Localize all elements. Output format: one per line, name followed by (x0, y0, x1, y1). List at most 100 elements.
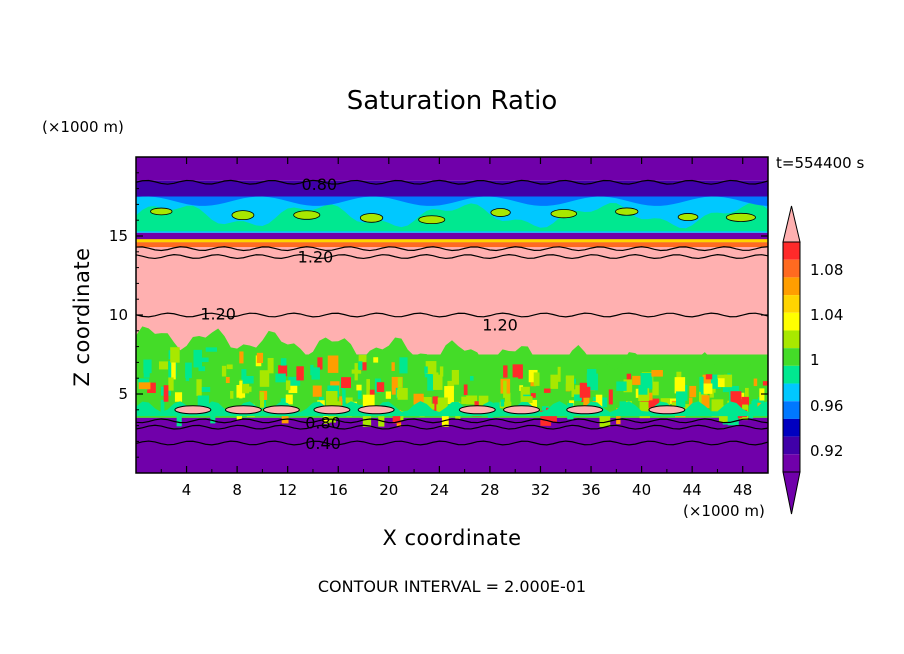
contour-label: 1.20 (482, 315, 518, 334)
turbulence-patch (648, 398, 660, 409)
turbulence-patch (185, 362, 192, 379)
turbulence-patch (439, 366, 444, 377)
colorbar-swatch (783, 383, 800, 402)
turbulence-patch (280, 358, 287, 366)
x-tick-label: 40 (632, 481, 651, 499)
tropopause-fringe-yellow (136, 239, 768, 243)
turbulence-patch (717, 374, 725, 380)
turbulence-patch (312, 385, 322, 397)
x-tick-label: 20 (379, 481, 398, 499)
turbulence-patch (339, 396, 343, 406)
turbulence-patch (651, 370, 663, 377)
turbulence-patch (342, 389, 346, 407)
surface-cap (262, 405, 300, 415)
turbulence-patch (574, 394, 582, 401)
colorbar-swatch (783, 436, 800, 455)
turbulence-patch (242, 383, 250, 394)
turbulence-patch (343, 397, 353, 403)
colorbar-swatch (783, 418, 800, 437)
contour-label: 0.80 (301, 175, 337, 194)
turbulence-patch (326, 391, 338, 409)
moist-cell (490, 208, 511, 217)
turbulence-patch (503, 380, 507, 398)
turbulence-patch (528, 369, 538, 383)
turbulence-patch (753, 378, 758, 387)
turbulence-patch (196, 379, 202, 396)
turbulence-patch (444, 386, 454, 405)
turbulence-patch (751, 400, 758, 415)
turbulence-patch (758, 397, 764, 408)
turbulence-patch (724, 374, 733, 388)
turbulence-patch (369, 389, 375, 398)
turbulence-patch (623, 379, 633, 393)
surface-cap (313, 405, 351, 415)
turbulence-patch (205, 347, 218, 352)
turbulence-patch (705, 374, 713, 380)
turbulence-patch (437, 397, 448, 411)
turbulence-patch (391, 376, 403, 395)
y-tick-label: 5 (118, 385, 128, 403)
layer-supersaturated-layer (136, 243, 768, 355)
turbulence-patch (451, 369, 459, 385)
colorbar-swatch (783, 348, 800, 366)
turbulence-patch (285, 380, 291, 391)
turbulence-patch (158, 361, 169, 370)
x-tick-label: 44 (683, 481, 702, 499)
turbulence-patch (639, 401, 651, 419)
turbulence-patch (296, 366, 304, 381)
turbulence-patch (587, 368, 597, 387)
turbulence-patch (425, 361, 437, 375)
turbulence-patch (281, 412, 289, 424)
turbulence-patch (503, 365, 508, 378)
turbulence-patch (512, 364, 523, 378)
surface-cap (224, 405, 262, 415)
turbulence-patch (160, 399, 165, 415)
contour-label: 0.80 (305, 413, 341, 432)
surface-cap (458, 405, 496, 415)
turbulence-patch (170, 347, 180, 363)
y-tick-label: 15 (109, 227, 128, 245)
surface-cap (648, 405, 686, 415)
contour-line (136, 246, 768, 252)
contour-label: 1.20 (298, 248, 334, 267)
turbulence-patch (147, 382, 156, 393)
turbulence-patch (632, 375, 645, 385)
turbulence-patch (360, 359, 367, 371)
x-axis-label: X coordinate (382, 526, 522, 550)
turbulence-patch (710, 374, 721, 389)
turbulence-patch (201, 386, 211, 392)
contour-line (136, 418, 768, 424)
turbulence-patch (688, 397, 693, 409)
turbulence-patch (351, 369, 362, 374)
turbulence-patch (259, 370, 270, 387)
turbulence-patch (432, 396, 439, 412)
turbulence-patch (171, 362, 176, 380)
colorbar-swatch (783, 330, 800, 349)
turbulence-patch (583, 397, 590, 412)
turbulence-patch (433, 374, 443, 390)
turbulence-patch (608, 389, 613, 405)
turbulence-patch (752, 399, 761, 405)
turbulence-patch (317, 357, 323, 370)
turbulence-patch (533, 372, 540, 386)
colorbar-swatch (783, 401, 800, 419)
colorbar-label: 0.96 (810, 397, 843, 415)
x-tick-label: 36 (581, 481, 600, 499)
turbulence-patch (341, 377, 352, 388)
turbulence-patch (330, 401, 342, 406)
turbulence-patch (447, 380, 455, 390)
surface-cap (174, 405, 212, 415)
y-axis-unit: (×1000 m) (42, 118, 124, 136)
turbulence-patch (500, 399, 505, 407)
turbulence-patch (285, 394, 293, 405)
colorbar-bottom-arrow (782, 471, 801, 515)
turbulence-patch (243, 375, 254, 384)
turbulence-patch (168, 377, 174, 391)
x-tick-label: 8 (232, 481, 242, 499)
turbulence-patch (174, 392, 183, 402)
y-tick-label: 10 (109, 306, 128, 324)
turbulence-patch (744, 387, 749, 399)
colorbar-label: 1.08 (810, 261, 843, 279)
turbulence-patch (397, 387, 408, 400)
